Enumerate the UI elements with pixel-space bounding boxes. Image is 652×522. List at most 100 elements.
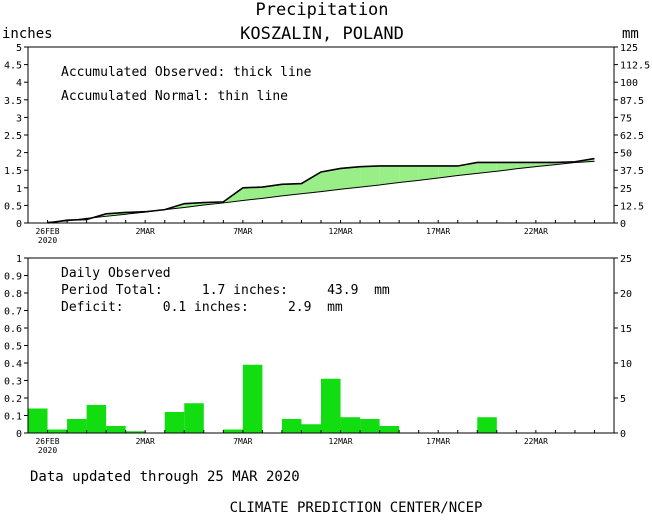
daily-y-tick-label: 0.2 (4, 394, 22, 405)
accumulated-fill-segment (360, 165, 380, 188)
accumulated-x-tick-label: 7MAR (233, 227, 252, 236)
accumulated-y2-tick-label: 112.5 (620, 61, 650, 72)
accumulated-panel: 00.511.522.533.544.55012.52537.55062.575… (4, 43, 650, 245)
right-unit-label: mm (622, 26, 639, 42)
accumulated-x-tick-label: 2MAR (136, 227, 155, 236)
accumulated-fill-segment (477, 162, 497, 174)
daily-precip-bar (47, 429, 68, 433)
period-total-text: Period Total: 1.7 inches: 43.9 mm (61, 283, 390, 298)
accumulated-y-tick-label: 2.5 (4, 131, 22, 142)
accumulated-fill-segment (438, 165, 458, 178)
accumulated-normal-line (47, 160, 595, 223)
daily-panel: 00.10.20.30.40.50.60.70.80.9105101520252… (4, 254, 632, 455)
accumulated-x-tick-label: 26FEB (35, 227, 59, 236)
daily-observed-label: Daily Observed (61, 266, 171, 281)
accumulated-x-tick-label: 17MAR (426, 227, 450, 236)
accumulated-y-tick-label: 3 (16, 113, 22, 124)
daily-y-tick-label: 0.5 (4, 342, 22, 353)
daily-precip-bar (67, 419, 87, 433)
daily-y2-tick-label: 20 (620, 289, 632, 300)
daily-x-tick-label: 7MAR (233, 437, 252, 446)
accumulated-y-tick-label: 1.5 (4, 166, 22, 177)
data-updated-text: Data updated through 25 MAR 2020 (30, 469, 300, 485)
daily-precip-bar (281, 419, 302, 433)
accumulated-x-year-label: 2020 (38, 236, 57, 245)
daily-y2-tick-label: 10 (620, 359, 632, 370)
accumulated-y2-tick-label: 25 (620, 184, 632, 195)
daily-y2-tick-label: 5 (620, 394, 626, 405)
left-unit-label: inches (2, 26, 53, 42)
daily-y-tick-label: 0.3 (4, 377, 22, 388)
accumulated-y-tick-label: 0.5 (4, 201, 22, 212)
accumulated-x-tick-label: 22MAR (524, 227, 548, 236)
accumulated-y2-tick-label: 125 (620, 43, 638, 54)
accumulated-fill-segment (418, 165, 439, 181)
accumulated-legend-observed: Accumulated Observed: thick line (61, 65, 312, 80)
daily-precip-bar (86, 405, 107, 433)
daily-precip-bar (379, 426, 400, 433)
daily-x-year-label: 2020 (38, 446, 57, 455)
daily-precip-bar (106, 426, 126, 433)
daily-y-tick-label: 0.7 (4, 307, 22, 318)
accumulated-fill-segment (321, 168, 341, 192)
accumulated-x-tick-label: 12MAR (328, 227, 352, 236)
daily-y-tick-label: 0.4 (4, 359, 22, 370)
daily-precip-bar (321, 378, 341, 433)
accumulated-y-tick-label: 2 (16, 149, 22, 160)
accumulated-fill-segment (516, 162, 536, 169)
chart-title: Precipitation (255, 0, 388, 20)
daily-precip-bar (223, 429, 243, 433)
accumulated-y2-tick-label: 87.5 (620, 96, 644, 107)
daily-y-tick-label: 0.8 (4, 289, 22, 300)
daily-y-tick-label: 0 (16, 429, 22, 440)
location-title: KOSZALIN, POLAND (240, 24, 404, 44)
accumulated-observed-line (47, 157, 595, 224)
daily-y2-tick-label: 15 (620, 324, 632, 335)
accumulated-y-tick-label: 3.5 (4, 96, 22, 107)
accumulated-fill-segment (262, 184, 282, 199)
accumulated-y2-tick-label: 100 (620, 78, 638, 89)
accumulated-y-tick-label: 5 (16, 43, 22, 54)
accumulated-y-tick-label: 4.5 (4, 61, 22, 72)
accumulated-y2-tick-label: 50 (620, 149, 632, 160)
daily-y-tick-label: 0.9 (4, 272, 22, 283)
daily-precip-bar (125, 431, 146, 433)
accumulated-y2-tick-label: 75 (620, 113, 632, 124)
accumulated-y-tick-label: 1 (16, 184, 22, 195)
accumulated-y2-tick-label: 37.5 (620, 166, 644, 177)
daily-precip-bar (164, 412, 185, 433)
accumulated-fill-segment (340, 166, 361, 190)
accumulated-y-tick-label: 0 (16, 219, 22, 230)
daily-precip-bar (360, 419, 380, 433)
credit-text: CLIMATE PREDICTION CENTER/NCEP (230, 500, 483, 516)
accumulated-fill-segment (281, 183, 302, 196)
daily-x-tick-label: 2MAR (136, 437, 155, 446)
accumulated-y2-tick-label: 12.5 (620, 201, 644, 212)
daily-y-tick-label: 1 (16, 254, 22, 265)
daily-x-tick-label: 17MAR (426, 437, 450, 446)
daily-y-tick-label: 0.1 (4, 412, 22, 423)
daily-y-tick-label: 0.6 (4, 324, 22, 335)
daily-precip-bar (477, 417, 497, 433)
daily-y2-tick-label: 0 (620, 429, 626, 440)
accumulated-fill-segment (242, 187, 263, 201)
daily-x-tick-label: 26FEB (35, 437, 59, 446)
accumulated-y2-tick-label: 62.5 (620, 131, 644, 142)
daily-precip-bar (340, 417, 361, 433)
daily-x-tick-label: 12MAR (328, 437, 352, 446)
accumulated-fill-segment (399, 165, 419, 183)
accumulated-y-tick-label: 4 (16, 78, 22, 89)
accumulated-fill-segment (301, 171, 321, 194)
daily-precip-bar (242, 364, 263, 433)
daily-y2-tick-label: 25 (620, 254, 632, 265)
deficit-text: Deficit: 0.1 inches: 2.9 mm (61, 300, 343, 315)
accumulated-y2-tick-label: 0 (620, 219, 626, 230)
daily-precip-bar (301, 424, 321, 433)
accumulated-fill-segment (535, 162, 556, 167)
daily-precip-bar (184, 403, 204, 433)
daily-precip-bar (28, 408, 48, 433)
accumulated-legend-normal: Accumulated Normal: thin line (61, 89, 288, 104)
daily-x-tick-label: 22MAR (524, 437, 548, 446)
